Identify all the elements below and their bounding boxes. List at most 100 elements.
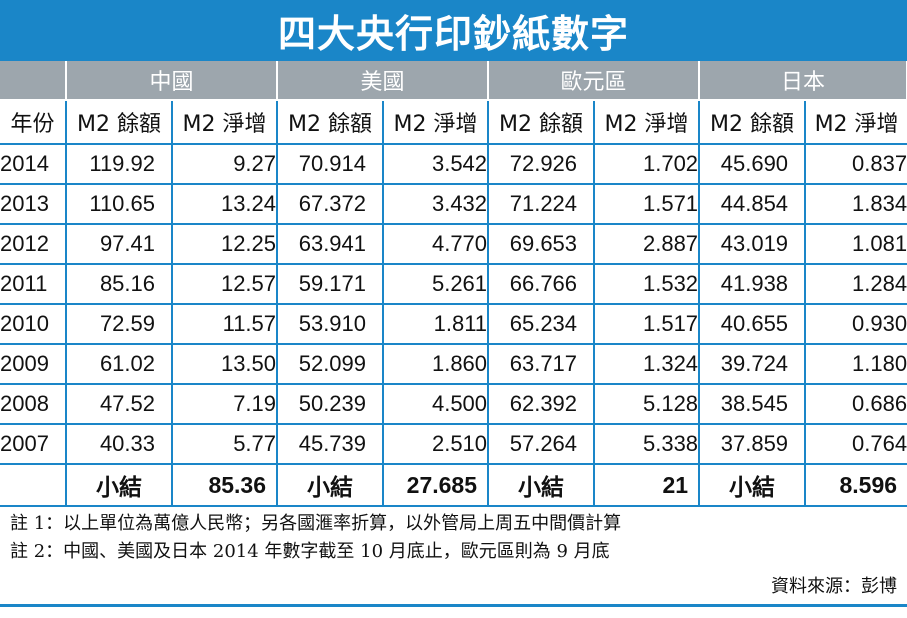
increase-cell: 1.860 — [383, 344, 490, 385]
increase-cell: 2.510 — [383, 424, 490, 465]
increase-cell: 1.571 — [594, 184, 701, 225]
eurozone-balance-header: M2 餘額 — [488, 100, 596, 145]
balance-cell: 62.392 — [488, 384, 596, 425]
balance-cell: 41.938 — [699, 264, 807, 305]
subtotal-value: 85.36 — [172, 464, 279, 507]
balance-cell: 65.234 — [488, 304, 596, 345]
increase-cell: 1.532 — [594, 264, 701, 305]
balance-cell: 38.545 — [699, 384, 807, 425]
china-increase-header: M2 淨增 — [172, 100, 279, 145]
bottom-divider — [0, 604, 907, 607]
increase-cell: 0.837 — [805, 144, 907, 185]
increase-cell: 3.432 — [383, 184, 490, 225]
year-cell: 2011 — [0, 264, 67, 305]
region-header-row: 中國 美國 歐元區 日本 — [0, 61, 907, 101]
year-cell: 2014 — [0, 144, 67, 185]
table-row: 2013 110.65 13.24 67.372 3.432 71.224 1.571 44.… — [0, 184, 907, 225]
region-china: 中國 — [66, 61, 279, 101]
increase-cell: 11.57 — [172, 304, 279, 345]
japan-increase-header: M2 淨增 — [805, 100, 907, 145]
year-cell: 2010 — [0, 304, 67, 345]
balance-cell: 85.16 — [66, 264, 173, 305]
balance-cell: 69.653 — [488, 224, 596, 265]
subtotal-label: 小結 — [488, 464, 596, 507]
increase-cell: 1.180 — [805, 344, 907, 385]
notes-block: 註 1：以上單位為萬億人民幣；另各國滙率折算，以外管局上周五中間價計算 註 2：… — [10, 510, 900, 566]
increase-cell: 0.930 — [805, 304, 907, 345]
table-row: 2012 97.41 12.25 63.941 4.770 69.653 2.887 43.0… — [0, 224, 907, 265]
source-credit: 資料來源：彭博 — [771, 576, 897, 597]
note-2: 註 2：中國、美國及日本 2014 年數字截至 10 月底止，歐元區則為 9 月… — [10, 541, 610, 562]
subtotal-value: 8.596 — [805, 464, 907, 507]
balance-cell: 72.59 — [66, 304, 173, 345]
note-1: 註 1：以上單位為萬億人民幣；另各國滙率折算，以外管局上周五中間價計算 — [10, 513, 622, 534]
balance-cell: 37.859 — [699, 424, 807, 465]
increase-cell: 5.261 — [383, 264, 490, 305]
subtotal-label: 小結 — [699, 464, 807, 507]
balance-cell: 71.224 — [488, 184, 596, 225]
subtotal-value: 27.685 — [383, 464, 490, 507]
balance-cell: 45.690 — [699, 144, 807, 185]
increase-cell: 1.081 — [805, 224, 907, 265]
table-row: 2007 40.33 5.77 45.739 2.510 57.264 5.338 37.85… — [0, 424, 907, 465]
increase-cell: 1.834 — [805, 184, 907, 225]
table-row: 2009 61.02 13.50 52.099 1.860 63.717 1.324 39.7… — [0, 344, 907, 385]
column-header-row: 年份 M2 餘額 M2 淨增 M2 餘額 M2 淨增 M2 餘額 M2 淨增 M… — [0, 100, 907, 145]
year-header: 年份 — [0, 100, 67, 145]
year-cell: 2009 — [0, 344, 67, 385]
balance-cell: 44.854 — [699, 184, 807, 225]
eurozone-increase-header: M2 淨增 — [594, 100, 701, 145]
corner-cell — [0, 61, 67, 101]
region-eurozone: 歐元區 — [488, 61, 701, 101]
usa-increase-header: M2 淨增 — [383, 100, 490, 145]
balance-cell: 50.239 — [277, 384, 385, 425]
usa-balance-header: M2 餘額 — [277, 100, 385, 145]
table-row: 2008 47.52 7.19 50.239 4.500 62.392 5.128 38.54… — [0, 384, 907, 425]
increase-cell: 4.500 — [383, 384, 490, 425]
balance-cell: 72.926 — [488, 144, 596, 185]
balance-cell: 47.52 — [66, 384, 173, 425]
balance-cell: 45.739 — [277, 424, 385, 465]
balance-cell: 43.019 — [699, 224, 807, 265]
totals-row: 小結 85.36 小結 27.685 小結 21 小結 8.596 — [0, 464, 907, 507]
increase-cell: 0.764 — [805, 424, 907, 465]
year-cell: 2013 — [0, 184, 67, 225]
increase-cell: 1.324 — [594, 344, 701, 385]
balance-cell: 61.02 — [66, 344, 173, 385]
balance-cell: 67.372 — [277, 184, 385, 225]
japan-balance-header: M2 餘額 — [699, 100, 807, 145]
balance-cell: 119.92 — [66, 144, 173, 185]
balance-cell: 53.910 — [277, 304, 385, 345]
increase-cell: 13.50 — [172, 344, 279, 385]
totals-corner-cell — [0, 464, 67, 507]
balance-cell: 63.717 — [488, 344, 596, 385]
year-cell: 2008 — [0, 384, 67, 425]
year-cell: 2012 — [0, 224, 67, 265]
balance-cell: 70.914 — [277, 144, 385, 185]
balance-cell: 40.33 — [66, 424, 173, 465]
data-table: 中國 美國 歐元區 日本 年份 M2 餘額 M2 淨增 M2 餘額 M2 淨增 … — [0, 61, 907, 507]
balance-cell: 59.171 — [277, 264, 385, 305]
subtotal-label: 小結 — [66, 464, 173, 507]
increase-cell: 4.770 — [383, 224, 490, 265]
increase-cell: 1.517 — [594, 304, 701, 345]
table-row: 2011 85.16 12.57 59.171 5.261 66.766 1.532 41.9… — [0, 264, 907, 305]
increase-cell: 2.887 — [594, 224, 701, 265]
balance-cell: 40.655 — [699, 304, 807, 345]
increase-cell: 5.128 — [594, 384, 701, 425]
increase-cell: 12.57 — [172, 264, 279, 305]
table-row: 2010 72.59 11.57 53.910 1.811 65.234 1.517 40.6… — [0, 304, 907, 345]
page-title: 四大央行印鈔紙數字 — [0, 0, 907, 61]
year-cell: 2007 — [0, 424, 67, 465]
increase-cell: 1.702 — [594, 144, 701, 185]
increase-cell: 0.686 — [805, 384, 907, 425]
increase-cell: 3.542 — [383, 144, 490, 185]
increase-cell: 1.284 — [805, 264, 907, 305]
increase-cell: 13.24 — [172, 184, 279, 225]
increase-cell: 5.338 — [594, 424, 701, 465]
balance-cell: 97.41 — [66, 224, 173, 265]
table-row: 2014 119.92 9.27 70.914 3.542 72.926 1.702 45.6… — [0, 144, 907, 185]
region-japan: 日本 — [699, 61, 907, 101]
region-usa: 美國 — [277, 61, 490, 101]
